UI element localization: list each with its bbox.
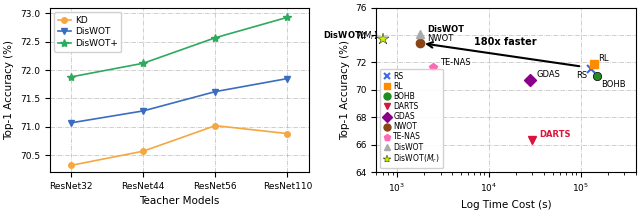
Text: GDAS: GDAS (537, 70, 561, 79)
Line: KD: KD (68, 123, 290, 168)
Text: DARTS: DARTS (540, 130, 571, 139)
Text: 180x faster: 180x faster (474, 37, 536, 48)
Legend: RS, RL, BOHB, DARTS, GDAS, NWOT, TE-NAS, DisWOT, DisWOT($M_r$): RS, RL, BOHB, DARTS, GDAS, NWOT, TE-NAS,… (380, 68, 443, 168)
Legend: KD, DisWOT, DisWOT+: KD, DisWOT, DisWOT+ (54, 12, 122, 52)
X-axis label: Log Time Cost (s): Log Time Cost (s) (461, 200, 552, 210)
KD (284, 132, 291, 135)
Text: NWOT: NWOT (427, 34, 453, 43)
Y-axis label: Top-1 Accuracy (%): Top-1 Accuracy (%) (4, 40, 14, 140)
DisWOT (284, 77, 291, 80)
Text: RS: RS (576, 71, 587, 80)
Text: TE-NAS: TE-NAS (440, 58, 471, 67)
DisWOT (67, 122, 75, 124)
KD (211, 124, 219, 127)
Text: DisWOT: DisWOT (427, 25, 464, 34)
KD (67, 164, 75, 167)
Y-axis label: Top-1 Accuracy (%): Top-1 Accuracy (%) (340, 40, 349, 140)
DisWOT+ (140, 62, 147, 65)
Text: DisWOT($M_r$): DisWOT($M_r$) (323, 30, 378, 42)
Line: DisWOT+: DisWOT+ (67, 13, 292, 81)
DisWOT+ (284, 16, 291, 19)
DisWOT+ (211, 36, 219, 39)
DisWOT (211, 90, 219, 93)
Line: DisWOT: DisWOT (68, 76, 290, 126)
X-axis label: Teacher Models: Teacher Models (139, 196, 220, 207)
Text: RL: RL (598, 54, 609, 63)
KD (140, 150, 147, 152)
DisWOT+ (67, 76, 75, 78)
DisWOT (140, 110, 147, 112)
Text: BOHB: BOHB (601, 80, 625, 89)
